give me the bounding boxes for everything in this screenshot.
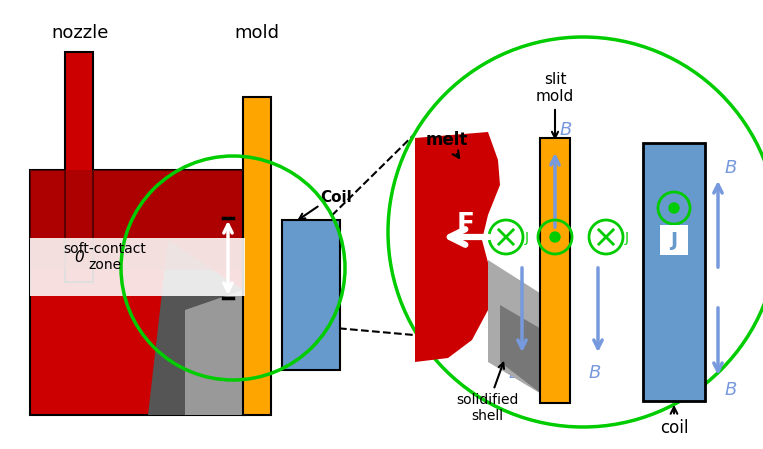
- Bar: [65, 52, 93, 282]
- Text: nozzle: nozzle: [51, 24, 108, 42]
- Text: slit
mold: slit mold: [536, 72, 574, 138]
- Text: mold: mold: [234, 24, 279, 42]
- Polygon shape: [500, 305, 543, 395]
- Bar: [282, 220, 340, 370]
- Bar: [30, 170, 245, 415]
- Text: B: B: [725, 159, 737, 177]
- Polygon shape: [488, 260, 543, 395]
- Bar: [643, 143, 705, 401]
- Text: 0: 0: [74, 251, 84, 265]
- Text: soft-contact
zone: soft-contact zone: [63, 242, 146, 272]
- Text: J: J: [525, 231, 529, 245]
- Circle shape: [550, 232, 560, 242]
- Text: B: B: [725, 381, 737, 399]
- Polygon shape: [415, 132, 500, 362]
- Text: B: B: [509, 364, 521, 382]
- Bar: [540, 138, 570, 403]
- Text: J: J: [671, 230, 678, 250]
- Text: melt: melt: [426, 131, 468, 158]
- Text: solidified
shell: solidified shell: [456, 363, 518, 423]
- Text: B: B: [560, 121, 572, 139]
- Polygon shape: [185, 290, 243, 415]
- Text: Coil: Coil: [320, 189, 352, 204]
- Bar: [660, 225, 688, 255]
- Polygon shape: [148, 240, 243, 415]
- Text: J: J: [625, 231, 629, 245]
- Text: B: B: [589, 364, 601, 382]
- Text: F: F: [457, 212, 475, 238]
- Bar: [243, 97, 271, 415]
- Text: coil: coil: [660, 407, 688, 437]
- Bar: [30, 238, 245, 296]
- Bar: [30, 170, 245, 270]
- Circle shape: [669, 203, 679, 213]
